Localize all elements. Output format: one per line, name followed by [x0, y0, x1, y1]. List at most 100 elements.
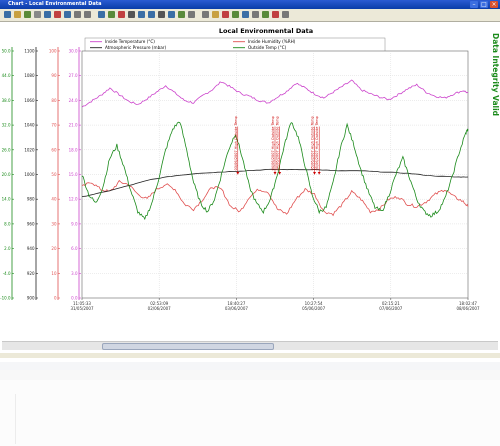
event-label: 04/06/2007 High Outside Temp: [276, 115, 280, 170]
y-tick-label: 20: [51, 246, 57, 251]
event-marker-arrow: [317, 172, 321, 175]
y-tick-label: 6.0: [71, 246, 78, 251]
y-tick-label: 90: [51, 73, 57, 78]
y-tick-label: 1000: [24, 172, 35, 177]
export-icon[interactable]: [252, 11, 259, 18]
undo-icon[interactable]: [74, 11, 81, 18]
annotations: 03/06/2007 High Outside Temp 04/06/2007 H…: [234, 115, 321, 175]
properties-icon[interactable]: [282, 11, 289, 18]
chart-type-icon[interactable]: [98, 11, 105, 18]
background-plot: [15, 394, 486, 444]
redo-icon[interactable]: [84, 11, 91, 18]
x-tick-date: 08/06/2007: [456, 306, 480, 311]
remove-icon[interactable]: [272, 11, 279, 18]
zoom-out-icon[interactable]: [148, 11, 155, 18]
grid-icon[interactable]: [202, 11, 209, 18]
y-tick-label: 980: [27, 197, 35, 202]
y-tick-label: 8.0: [4, 221, 11, 226]
y-tick-label: 0.0: [71, 296, 78, 301]
color-icon[interactable]: [232, 11, 239, 18]
event-marker-arrow: [278, 172, 282, 175]
maximize-icon[interactable]: □: [480, 1, 488, 8]
y-tick-label: 20.0: [2, 172, 11, 177]
y-tick-label: 1100: [24, 49, 35, 54]
y-tick-label: 900: [27, 296, 35, 301]
legend-label: Outside Temp (°C): [248, 45, 287, 50]
print-icon[interactable]: [34, 11, 41, 18]
y-tick-label: 44.0: [2, 73, 11, 78]
background-title-bar: [0, 362, 500, 370]
y-tick-label: 9.0: [71, 221, 78, 226]
y-tick-label: 80: [51, 98, 57, 103]
pointer-icon[interactable]: [128, 11, 135, 18]
horizontal-scrollbar[interactable]: [2, 341, 498, 350]
chart-svg: Local Environmental Data Inside Temperat…: [0, 27, 500, 311]
x-tick-time: 10:27:54: [305, 301, 323, 306]
zoom-in-icon[interactable]: [138, 11, 145, 18]
zoom-box-icon[interactable]: [168, 11, 175, 18]
x-tick-date: 02/06/2007: [148, 306, 172, 311]
legend-label: Atmospheric Pressure (mbar): [105, 45, 167, 50]
toolbar: [0, 9, 500, 22]
scrollbar-thumb[interactable]: [102, 343, 274, 350]
y-tick-label: 940: [27, 246, 35, 251]
legend: Inside Temperature (°C)Atmospheric Press…: [84, 37, 386, 53]
marker-icon[interactable]: [222, 11, 229, 18]
y-tick-label: 50: [51, 172, 57, 177]
window-title: Chart - Local Environmental Data: [8, 1, 102, 7]
x-tick-date: 31/05/2007: [70, 306, 94, 311]
font-icon[interactable]: [242, 11, 249, 18]
y-tick-label: 100: [49, 49, 57, 54]
y-tick-label: 14.0: [2, 197, 11, 202]
x-tick-date: 05/06/2007: [302, 306, 326, 311]
legend-icon[interactable]: [212, 11, 219, 18]
paste-icon[interactable]: [64, 11, 71, 18]
y-tick-label: 50.0: [2, 49, 11, 54]
y-tick-label: 920: [27, 271, 35, 276]
y-tick-label: 32.0: [2, 123, 11, 128]
y-tick-label: 70: [51, 123, 57, 128]
y-tick-label: 24.0: [69, 98, 78, 103]
event-label: 03/06/2007 High Outside Temp: [234, 115, 238, 170]
series-line: [81, 79, 469, 108]
add-icon[interactable]: [262, 11, 269, 18]
y-tick-label: 1080: [24, 73, 35, 78]
line-icon[interactable]: [118, 11, 125, 18]
x-tick-time: 02:15:21: [382, 301, 400, 306]
title-bar[interactable]: Chart - Local Environmental Data – □ ×: [0, 0, 500, 9]
cut-icon[interactable]: [54, 11, 61, 18]
x-tick-time: 11:05:33: [73, 301, 91, 306]
chart-title: Local Environmental Data: [219, 27, 313, 35]
legend-label: Inside Humidity (%RH): [248, 39, 296, 44]
y-tick-label: 27.0: [69, 73, 78, 78]
event-label: 05/06/2007 High Outside Temp: [315, 115, 319, 170]
series-line: [81, 121, 469, 221]
legend-label: Inside Temperature (°C): [105, 39, 155, 44]
pan-icon[interactable]: [158, 11, 165, 18]
refresh-icon[interactable]: [178, 11, 185, 18]
save-icon[interactable]: [24, 11, 31, 18]
copy-icon[interactable]: [44, 11, 51, 18]
open-icon[interactable]: [14, 11, 21, 18]
x-tick-time: 02:53:09: [150, 301, 168, 306]
y-tick-label: 3.0: [71, 271, 78, 276]
chart-area: Local Environmental Data Inside Temperat…: [0, 21, 500, 341]
minimize-icon[interactable]: –: [470, 1, 478, 8]
y-tick-label: 30.0: [69, 49, 78, 54]
bar-icon[interactable]: [108, 11, 115, 18]
y-tick-label: 18.0: [69, 147, 78, 152]
y-tick-label: 2.0: [4, 246, 11, 251]
y-tick-label: 1020: [24, 147, 35, 152]
y-tick-label: 0: [54, 296, 57, 301]
y-tick-label: 30: [51, 221, 57, 226]
new-icon[interactable]: [4, 11, 11, 18]
axis-icon[interactable]: [188, 11, 195, 18]
series-line: [81, 179, 469, 217]
close-icon[interactable]: ×: [490, 1, 498, 8]
x-tick-date: 07/06/2007: [379, 306, 403, 311]
axes: 50.0 44.0 38.0 32.0 26.0 20.0 14.0 8.0 2.0 -4.0 -1…: [0, 47, 81, 301]
x-tick-time: 18:02:47: [459, 301, 477, 306]
status-bar: [0, 353, 500, 358]
y-tick-label: 21.0: [69, 123, 78, 128]
